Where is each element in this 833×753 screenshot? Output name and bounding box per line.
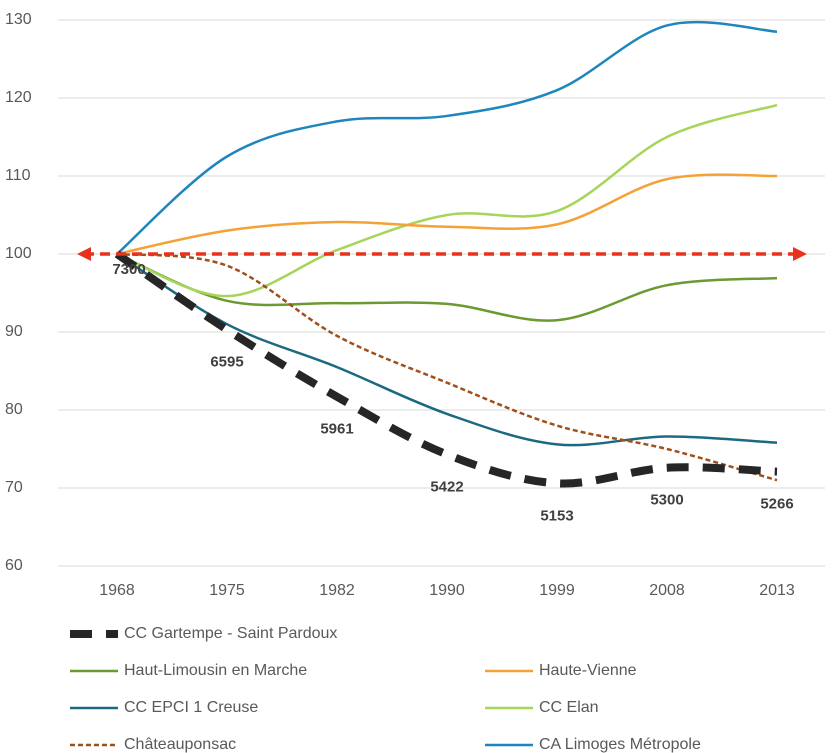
legend-label: CC Elan xyxy=(539,699,599,716)
series-line xyxy=(116,20,778,255)
y-tick-label: 70 xyxy=(5,479,23,496)
y-tick-label: 110 xyxy=(5,167,31,184)
x-tick-label: 2008 xyxy=(649,582,685,599)
series-line xyxy=(116,173,778,256)
legend-label: CC Gartempe - Saint Pardoux xyxy=(124,625,337,642)
legend-label: Haute-Vienne xyxy=(539,662,637,679)
data-label: 5153 xyxy=(540,507,573,524)
x-tick-label: 2013 xyxy=(759,582,795,599)
series-line xyxy=(114,250,778,488)
data-label: 7300 xyxy=(112,261,145,278)
y-tick-label: 120 xyxy=(5,89,32,106)
x-tick-label: 1982 xyxy=(319,582,355,599)
y-tick-label: 130 xyxy=(5,11,32,28)
series-line xyxy=(116,252,778,482)
x-tick-label: 1975 xyxy=(209,582,245,599)
data-label: 5266 xyxy=(760,496,793,513)
data-label: 5422 xyxy=(430,478,463,495)
x-tick-label: 1990 xyxy=(429,582,465,599)
y-tick-label: 100 xyxy=(5,245,32,262)
x-tick-label: 1999 xyxy=(539,582,575,599)
series-line xyxy=(116,252,778,322)
legend-label: CC EPCI 1 Creuse xyxy=(124,699,258,716)
legend-label: CA Limoges Métropole xyxy=(539,736,701,753)
y-tick-label: 80 xyxy=(5,401,23,418)
series-line xyxy=(116,252,778,447)
data-label: 5300 xyxy=(650,492,683,509)
legend-label: Haut-Limousin en Marche xyxy=(124,662,307,679)
y-tick-label: 60 xyxy=(5,557,23,574)
series-line xyxy=(116,103,778,298)
data-label: 6595 xyxy=(210,354,243,371)
legend-label: Châteauponsac xyxy=(124,736,236,753)
y-tick-label: 90 xyxy=(5,323,23,340)
data-label: 5961 xyxy=(320,421,353,438)
x-tick-label: 1968 xyxy=(99,582,135,599)
